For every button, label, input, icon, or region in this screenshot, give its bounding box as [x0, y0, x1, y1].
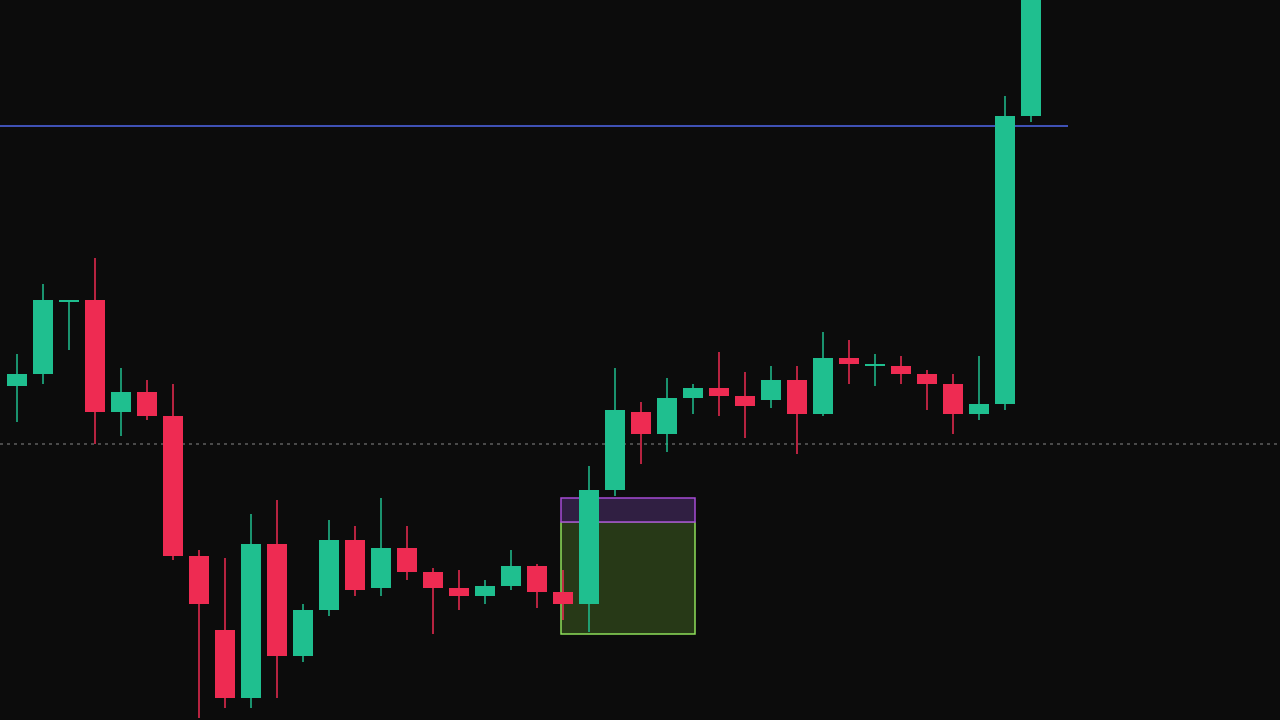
- bullish-candle: [475, 586, 495, 596]
- bullish-candle: [371, 548, 391, 588]
- bearish-candle: [735, 396, 755, 406]
- bearish-candle: [423, 572, 443, 588]
- bullish-candle: [605, 410, 625, 490]
- bullish-candle: [995, 116, 1015, 404]
- bearish-candle: [917, 374, 937, 384]
- bullish-candle: [657, 398, 677, 434]
- bullish-candle: [865, 364, 885, 366]
- bearish-candle: [345, 540, 365, 590]
- bullish-candle: [59, 300, 79, 302]
- bearish-candle: [631, 412, 651, 434]
- bullish-candle: [319, 540, 339, 610]
- bearish-candle: [163, 416, 183, 556]
- bullish-candle: [761, 380, 781, 400]
- bullish-candle: [969, 404, 989, 414]
- bullish-candle: [579, 490, 599, 604]
- bearish-candle: [215, 630, 235, 698]
- bearish-candle: [267, 544, 287, 656]
- bearish-candle: [137, 392, 157, 416]
- bullish-candle: [501, 566, 521, 586]
- bullish-candle: [7, 374, 27, 386]
- bearish-candle: [527, 566, 547, 592]
- bearish-candle: [839, 358, 859, 364]
- bullish-candle: [241, 544, 261, 698]
- bearish-candle: [943, 384, 963, 414]
- bullish-candle: [111, 392, 131, 412]
- bearish-candle: [787, 380, 807, 414]
- bearish-candle: [553, 592, 573, 604]
- bearish-candle: [449, 588, 469, 596]
- bullish-candle: [33, 300, 53, 374]
- bearish-candle: [891, 366, 911, 374]
- bearish-candle: [189, 556, 209, 604]
- bearish-candle: [709, 388, 729, 396]
- bullish-candle: [683, 388, 703, 398]
- bullish-candle: [813, 358, 833, 414]
- bearish-candle: [85, 300, 105, 412]
- bearish-candle: [397, 548, 417, 572]
- bullish-candle: [1021, 0, 1041, 116]
- bullish-candle: [293, 610, 313, 656]
